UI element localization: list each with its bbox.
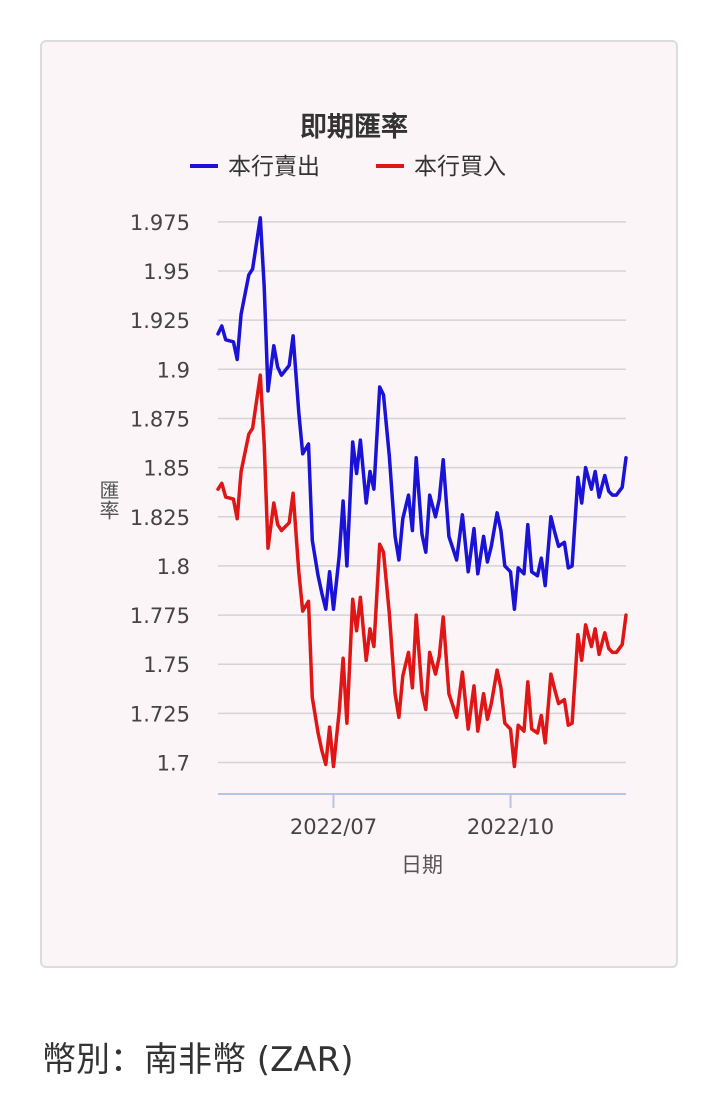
rate-chart: 即期匯率 本行賣出 本行買入 1.7 1.725 1.75 1.775 1.8 1.825… xyxy=(96,111,628,877)
y-tick-label: 1.925 xyxy=(130,309,190,333)
series-lines xyxy=(216,216,628,769)
chart-title: 即期匯率 xyxy=(300,111,408,143)
x-tick-label: 2022/10 xyxy=(467,815,554,839)
y-tick-label: 1.95 xyxy=(143,260,190,284)
currency-value: 南非幣 (ZAR) xyxy=(144,1040,354,1080)
y-tick-label: 1.975 xyxy=(130,211,190,235)
y-tick-labels: 1.7 1.725 1.75 1.775 1.8 1.825 1.85 1.875 1.9 1.9… xyxy=(130,211,190,776)
currency-label: 幣別 xyxy=(42,1040,110,1080)
y-tick-label: 1.85 xyxy=(143,457,190,481)
x-axis: 2022/07 2022/10 xyxy=(218,793,626,839)
y-tick-label: 1.875 xyxy=(130,407,190,431)
y-tick-label: 1.9 xyxy=(157,358,190,382)
currency-footer: 幣別：南非幣 (ZAR) xyxy=(42,1032,354,1081)
y-tick-label: 1.75 xyxy=(143,653,190,677)
y-tick-label: 1.825 xyxy=(130,506,190,530)
y-tick-label: 1.8 xyxy=(157,555,190,579)
y-axis-label: 匯率 xyxy=(96,480,120,520)
y-tick-label: 1.725 xyxy=(130,702,190,726)
x-axis-label: 日期 xyxy=(401,853,443,877)
x-tick-label: 2022/07 xyxy=(290,815,377,839)
currency-separator: ： xyxy=(110,1040,144,1080)
chart-card: 即期匯率 本行賣出 本行買入 1.7 1.725 1.75 1.775 1.8 1.825… xyxy=(40,40,678,968)
sell-rate-line xyxy=(216,216,628,611)
legend-label-buy: 本行買入 xyxy=(414,154,506,180)
y-tick-label: 1.775 xyxy=(130,604,190,628)
buy-rate-line xyxy=(216,373,628,769)
legend: 本行賣出 本行買入 xyxy=(190,154,506,180)
y-tick-label: 1.7 xyxy=(157,752,190,776)
legend-label-sell: 本行賣出 xyxy=(228,154,320,180)
